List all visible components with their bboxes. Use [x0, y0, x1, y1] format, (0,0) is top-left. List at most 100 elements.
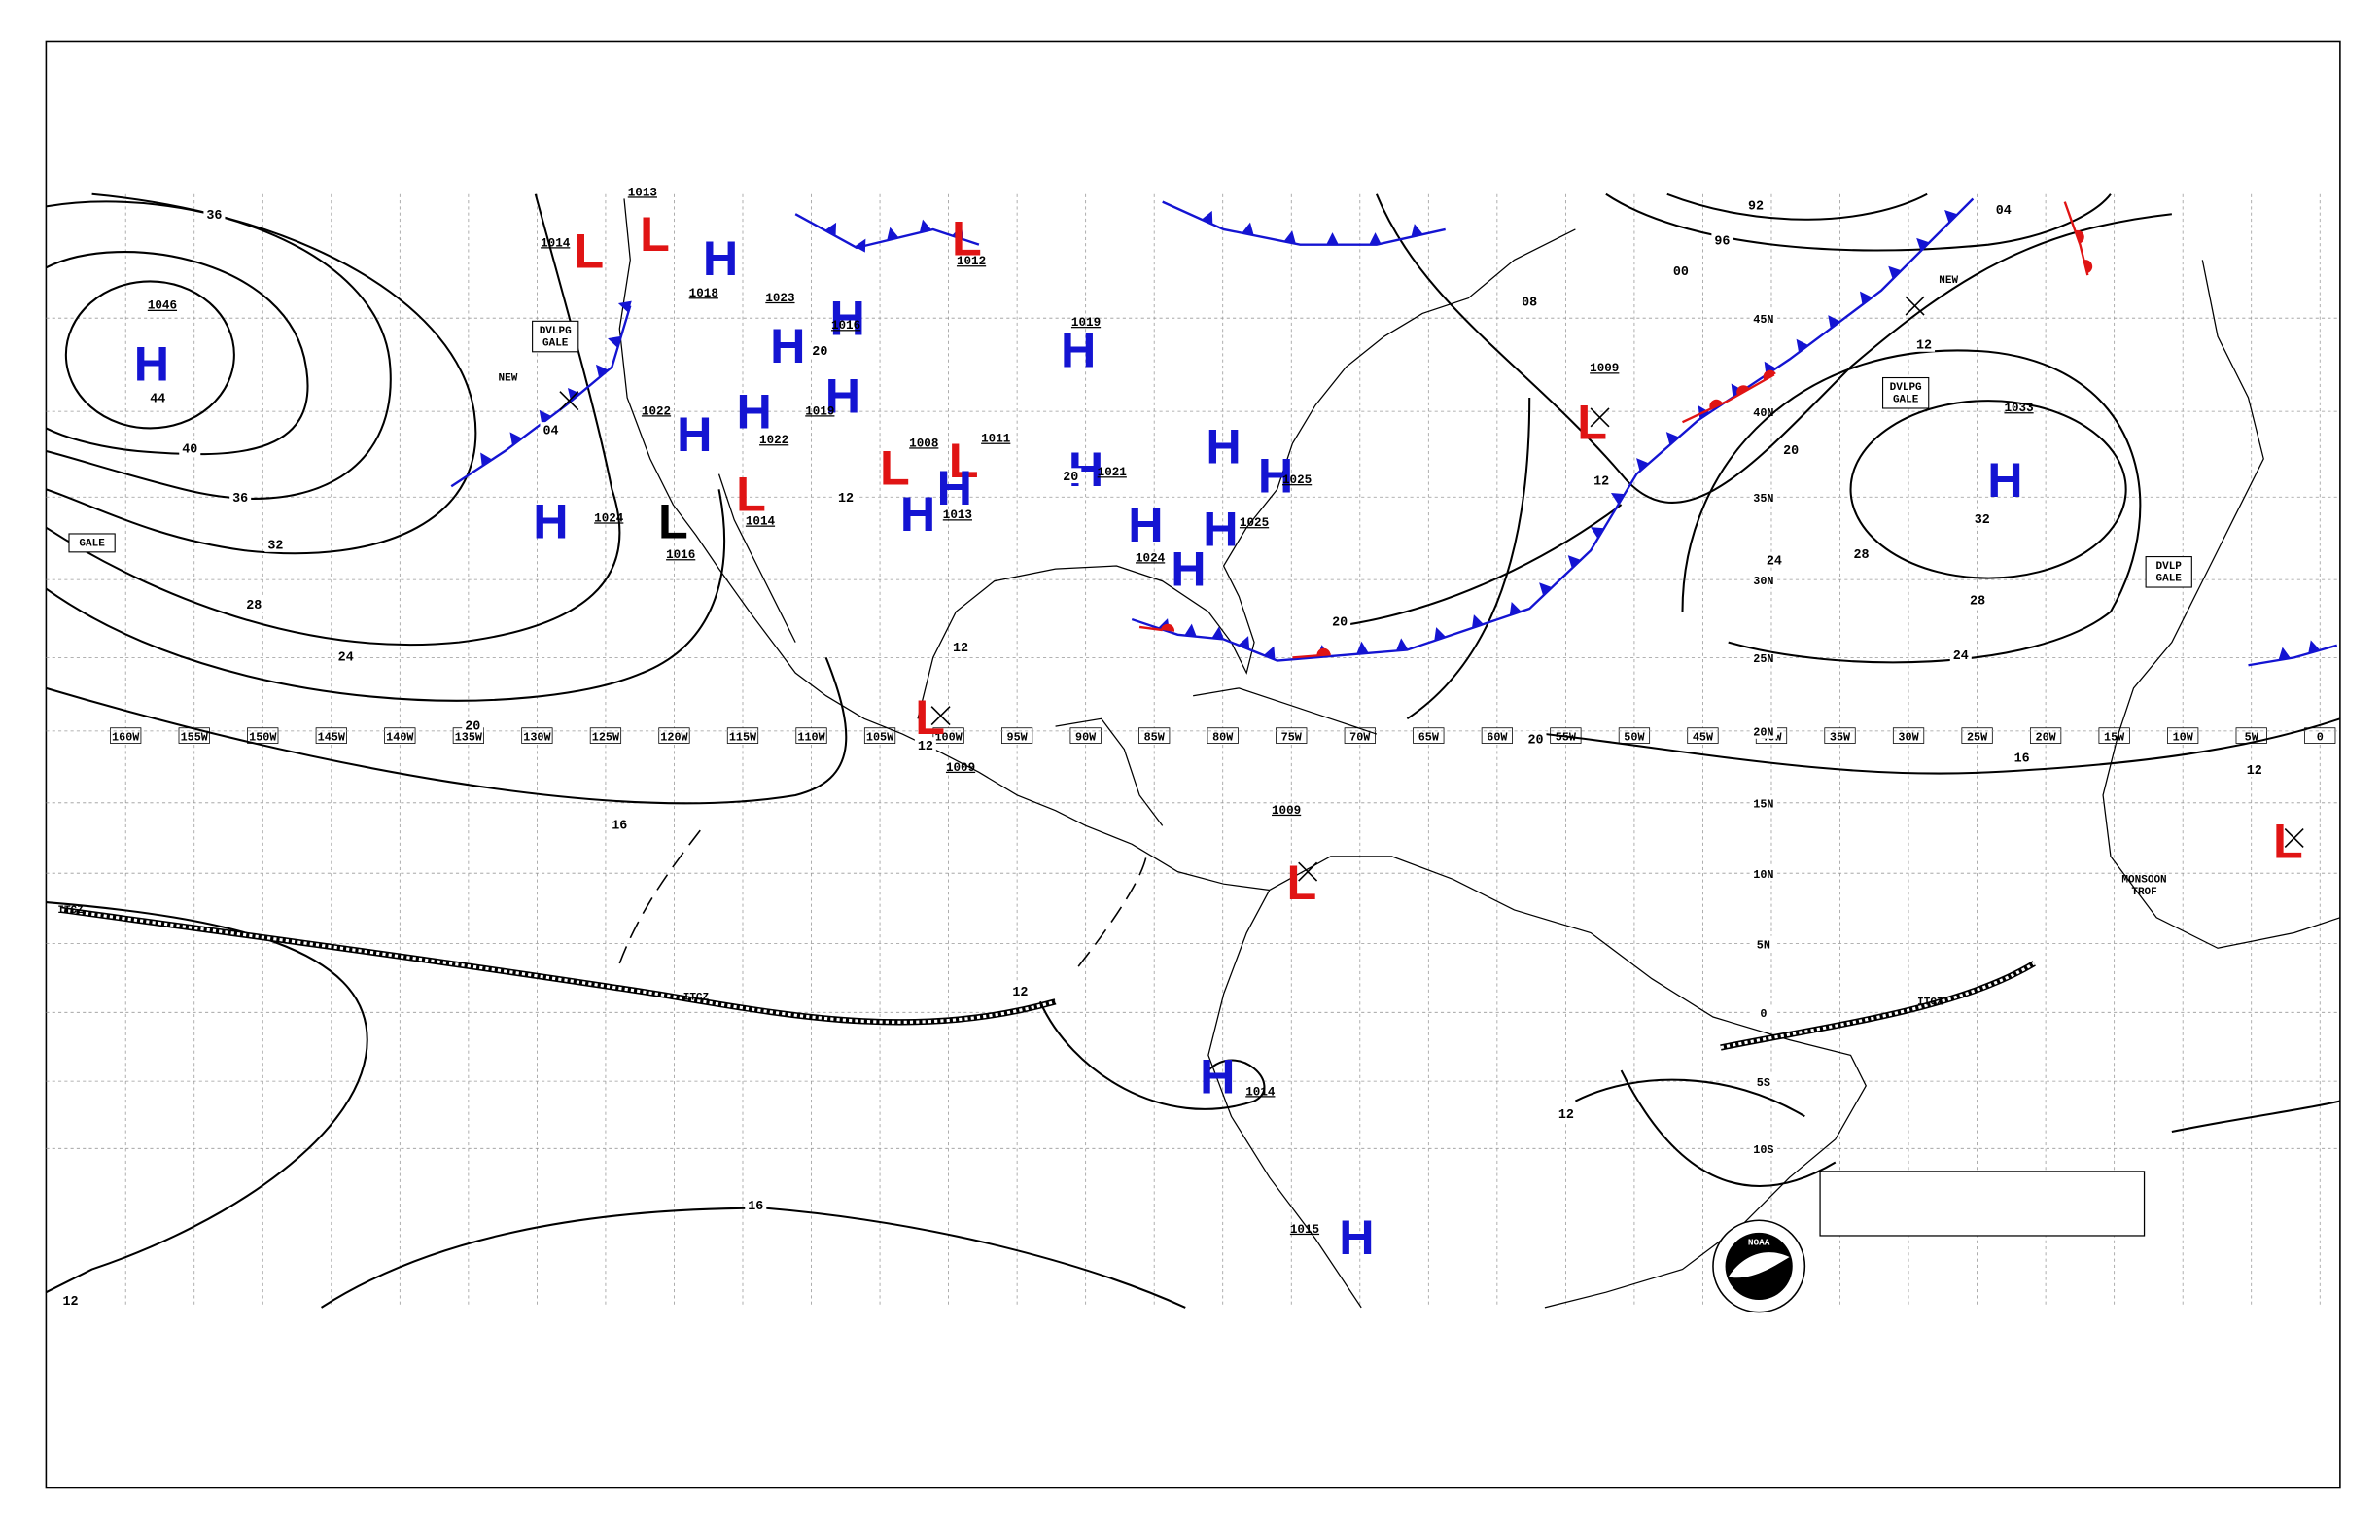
isobar-label-bg: [914, 737, 936, 752]
isobar-label-bg: [1971, 510, 1993, 527]
isobars: [45, 192, 2341, 1309]
cold-front-barb: [1283, 230, 1296, 244]
isobar: [45, 489, 725, 702]
lon-label-box: [1481, 727, 1513, 744]
isobar-label: 92: [1748, 199, 1764, 214]
warm-front-barb: [2083, 260, 2093, 274]
lat-label: 0: [1760, 1007, 1767, 1021]
isobar-label: 12: [1558, 1108, 1574, 1123]
annotation-box: [1882, 376, 1930, 409]
lon-label: 110W: [797, 730, 825, 744]
isobar: [1681, 349, 2142, 664]
lon-label-box: [1892, 727, 1925, 744]
itcz-lines: [60, 824, 2036, 1051]
warm-front-barb: [1763, 369, 1776, 381]
isobar-label-bg: [745, 1197, 767, 1213]
pressure-center: H: [900, 486, 935, 542]
pressure-center: L: [640, 206, 670, 262]
pressure-center: H: [1128, 497, 1163, 552]
cold-front-barb: [1411, 224, 1423, 237]
annotation: ITCZ: [683, 993, 710, 1004]
coast: [2102, 260, 2341, 949]
isobar-label-bg: [835, 489, 858, 506]
logo-text: NOAA: [1748, 1237, 1770, 1247]
lon-label-box: [1276, 727, 1308, 744]
isobar-label-bg: [1744, 196, 1768, 213]
isobar-label-bg: [609, 816, 631, 832]
isobar-label-bg: [2011, 749, 2033, 765]
isobar-label: 16: [612, 820, 627, 834]
isobar-label-bg: [1519, 294, 1541, 309]
isobar-label-bg: [243, 596, 265, 612]
isobar: [45, 251, 309, 456]
isobar: [45, 901, 368, 1294]
cold-front-barb: [1665, 432, 1679, 445]
center-cross: [559, 391, 579, 411]
central-pressure: 1015: [1290, 1223, 1319, 1237]
lon-label-box: [589, 727, 622, 744]
central-pressure: 1033: [2004, 402, 2033, 415]
cold-front-barb: [1888, 265, 1902, 280]
lon-label: 0: [2317, 730, 2324, 744]
central-pressure: 1022: [759, 434, 788, 447]
lat-label: 5S: [1757, 1076, 1770, 1090]
lat-label-box: [1749, 1140, 1778, 1157]
pressure-center: L: [949, 433, 979, 488]
trough: [618, 824, 1148, 967]
front: [1131, 617, 1278, 662]
pressure-center: H: [937, 460, 972, 515]
lon-label: 35W: [1830, 730, 1851, 744]
lat-label-box: [1749, 649, 1778, 666]
isobar-label-bg: [334, 648, 357, 664]
cold-front-barb: [952, 226, 963, 240]
lat-label: 5N: [1757, 938, 1770, 952]
isobar-label: 20: [465, 719, 480, 734]
pressure-center: H: [134, 336, 169, 392]
isobar-label: 40: [182, 443, 197, 458]
warm-front-barb: [1709, 399, 1723, 409]
pressure-center: L: [952, 211, 982, 266]
lon-label: 10W: [2173, 730, 2194, 744]
cold-front-barb: [854, 238, 866, 253]
lat-label-box: [1749, 1073, 1778, 1089]
lon-label: 70W: [1349, 730, 1371, 744]
central-pressure: 1023: [765, 292, 794, 305]
pressure-center: H: [737, 383, 772, 438]
lon-label: 20W: [2036, 730, 2057, 744]
lon-label: 15W: [2104, 730, 2125, 744]
isobar: [64, 280, 235, 430]
isobar-label-bg: [1949, 647, 1972, 663]
lat-label-box: [1749, 935, 1778, 952]
central-pressure: 1024: [1136, 551, 1166, 565]
central-pressure: 1025: [1282, 473, 1312, 487]
lon-label: 90W: [1075, 730, 1097, 744]
lon-label: 130W: [523, 730, 551, 744]
lat-label: 20N: [1753, 726, 1773, 740]
isobar-label: 20: [812, 345, 827, 360]
lon-label: 75W: [1281, 730, 1303, 744]
isobar: [45, 193, 621, 647]
annotation-box: [2145, 556, 2192, 588]
isobar-label: 28: [246, 599, 262, 613]
fronts: [450, 197, 2338, 667]
central-pressure: 1008: [909, 437, 938, 450]
cold-front-barb: [1636, 458, 1650, 472]
central-pressure: 1019: [805, 404, 834, 418]
annotation: DVLPG GALE: [540, 326, 572, 350]
isobar: [1375, 193, 2172, 504]
lat-label: 25N: [1753, 652, 1773, 666]
cold-front-barb: [919, 219, 932, 233]
lon-label: 120W: [660, 730, 688, 744]
cold-front-barb: [1944, 209, 1958, 224]
lon-label-box: [1138, 727, 1171, 744]
lon-label-box: [1824, 727, 1856, 744]
lon-label-box: [1618, 727, 1651, 744]
isobar: [1605, 192, 2112, 252]
central-pressure: 1024: [594, 511, 624, 525]
cold-front-barb: [824, 222, 837, 236]
cold-front-barb: [887, 227, 899, 241]
coast: [718, 473, 796, 643]
pressure-center: L: [574, 223, 604, 278]
cold-front-barb: [608, 335, 621, 348]
